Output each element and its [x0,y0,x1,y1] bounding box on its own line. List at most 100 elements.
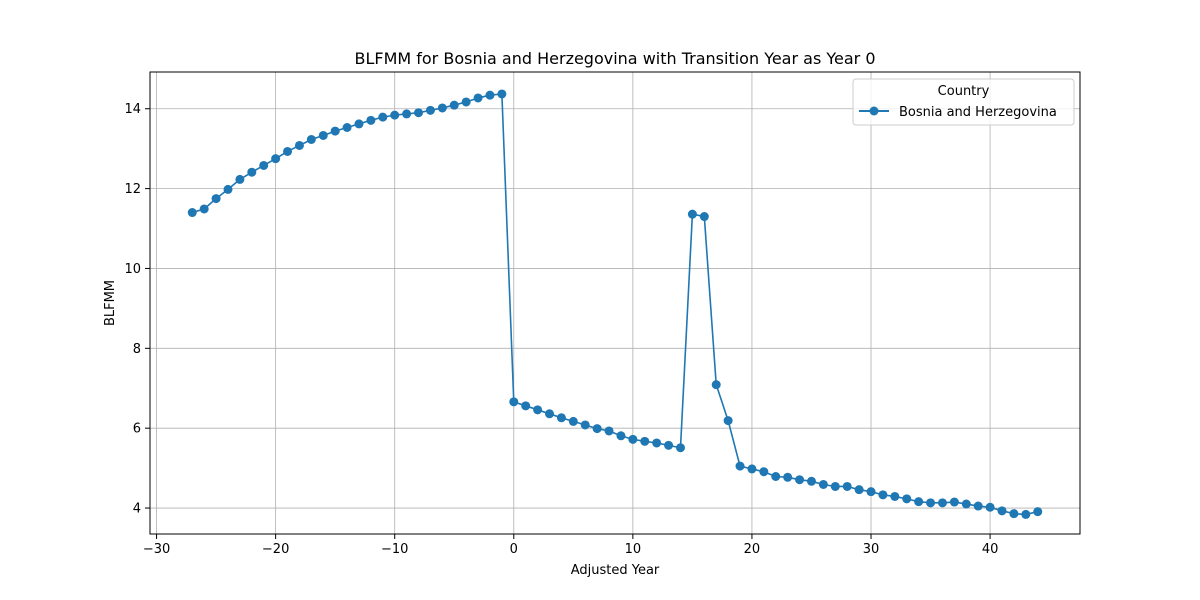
data-point [342,123,352,133]
data-point [354,119,364,129]
data-point [199,204,209,214]
data-point [890,491,900,501]
data-point [223,184,233,194]
data-point [247,167,257,177]
legend-entry-label: Bosnia and Herzegovina [899,105,1057,120]
data-point [616,431,626,441]
data-point [330,126,340,136]
data-point [949,497,959,507]
y-axis-ticks: 4 6 8 10 12 14 [124,102,150,517]
data-point [259,160,269,170]
data-point [1033,507,1043,517]
data-point [735,461,745,471]
x-axis-title: Adjusted Year [571,563,660,578]
x-tick-label: 0 [510,542,518,557]
data-point [985,502,995,512]
series-layer [187,89,1043,519]
data-point [425,105,435,115]
data-point [806,476,816,486]
y-tick-label: 12 [124,182,141,197]
data-point [283,146,293,156]
data-point [652,438,662,448]
data-point [628,434,638,444]
data-point [271,154,281,164]
y-tick-label: 6 [133,422,141,437]
data-point [973,501,983,511]
data-point [711,380,721,390]
data-point [771,471,781,481]
data-point [378,112,388,122]
data-point [687,209,697,219]
y-tick-label: 10 [124,262,141,277]
data-point [461,97,471,107]
data-point [1009,509,1019,519]
data-point [854,485,864,495]
data-point [842,481,852,491]
data-point [509,397,519,407]
data-point [473,93,483,103]
data-point [878,490,888,500]
data-point [747,464,757,474]
data-point [795,475,805,485]
data-point [402,109,412,119]
y-tick-label: 4 [133,502,141,517]
data-point [294,140,304,150]
data-point [187,208,197,218]
data-point [926,498,936,508]
data-point [235,174,245,184]
data-point [592,424,602,434]
data-point [306,134,316,144]
x-tick-label: 10 [625,542,642,557]
legend-title: Country [938,84,990,99]
data-point [664,440,674,450]
data-point [580,420,590,430]
data-point [937,498,947,508]
data-point [545,409,555,419]
data-point [961,499,971,509]
y-axis-title: BLFMM [103,280,118,326]
x-tick-label: 20 [744,542,761,557]
data-point [568,416,578,426]
chart-title: BLFMM for Bosnia and Herzegovina with Tr… [354,49,875,68]
data-point [318,130,328,140]
legend-marker-swatch [869,106,879,116]
y-tick-label: 14 [124,102,141,117]
data-point [521,401,531,411]
plot-frame [149,71,1081,535]
x-tick-label: 30 [863,542,880,557]
x-tick-label: −30 [143,542,170,557]
x-tick-label: −10 [381,542,408,557]
data-point [675,443,685,453]
x-tick-label: 40 [982,542,999,557]
legend-box [852,78,1075,126]
data-point [556,413,566,423]
data-point [759,467,769,477]
data-point [604,426,614,436]
data-point [997,506,1007,516]
data-point [640,436,650,446]
data-point [866,487,876,497]
data-point [497,89,507,99]
data-point [485,90,495,100]
x-axis-ticks: −30 −20 −10 0 10 20 30 40 [143,534,999,557]
data-point [449,100,459,110]
data-point [699,212,709,222]
y-tick-label: 8 [133,342,141,357]
x-tick-label: −20 [262,542,289,557]
data-point [1021,509,1031,519]
data-point [914,497,924,507]
data-point [437,103,447,113]
data-point [723,416,733,426]
data-point [902,494,912,504]
grid-lines [150,72,1080,534]
data-point [783,472,793,482]
data-point [414,108,424,118]
data-point [366,115,376,125]
legend: Country Bosnia and Herzegovina [852,78,1075,126]
data-point [830,481,840,491]
data-point [533,405,543,415]
data-point [818,479,828,489]
data-point [211,194,221,204]
data-point [390,110,400,120]
